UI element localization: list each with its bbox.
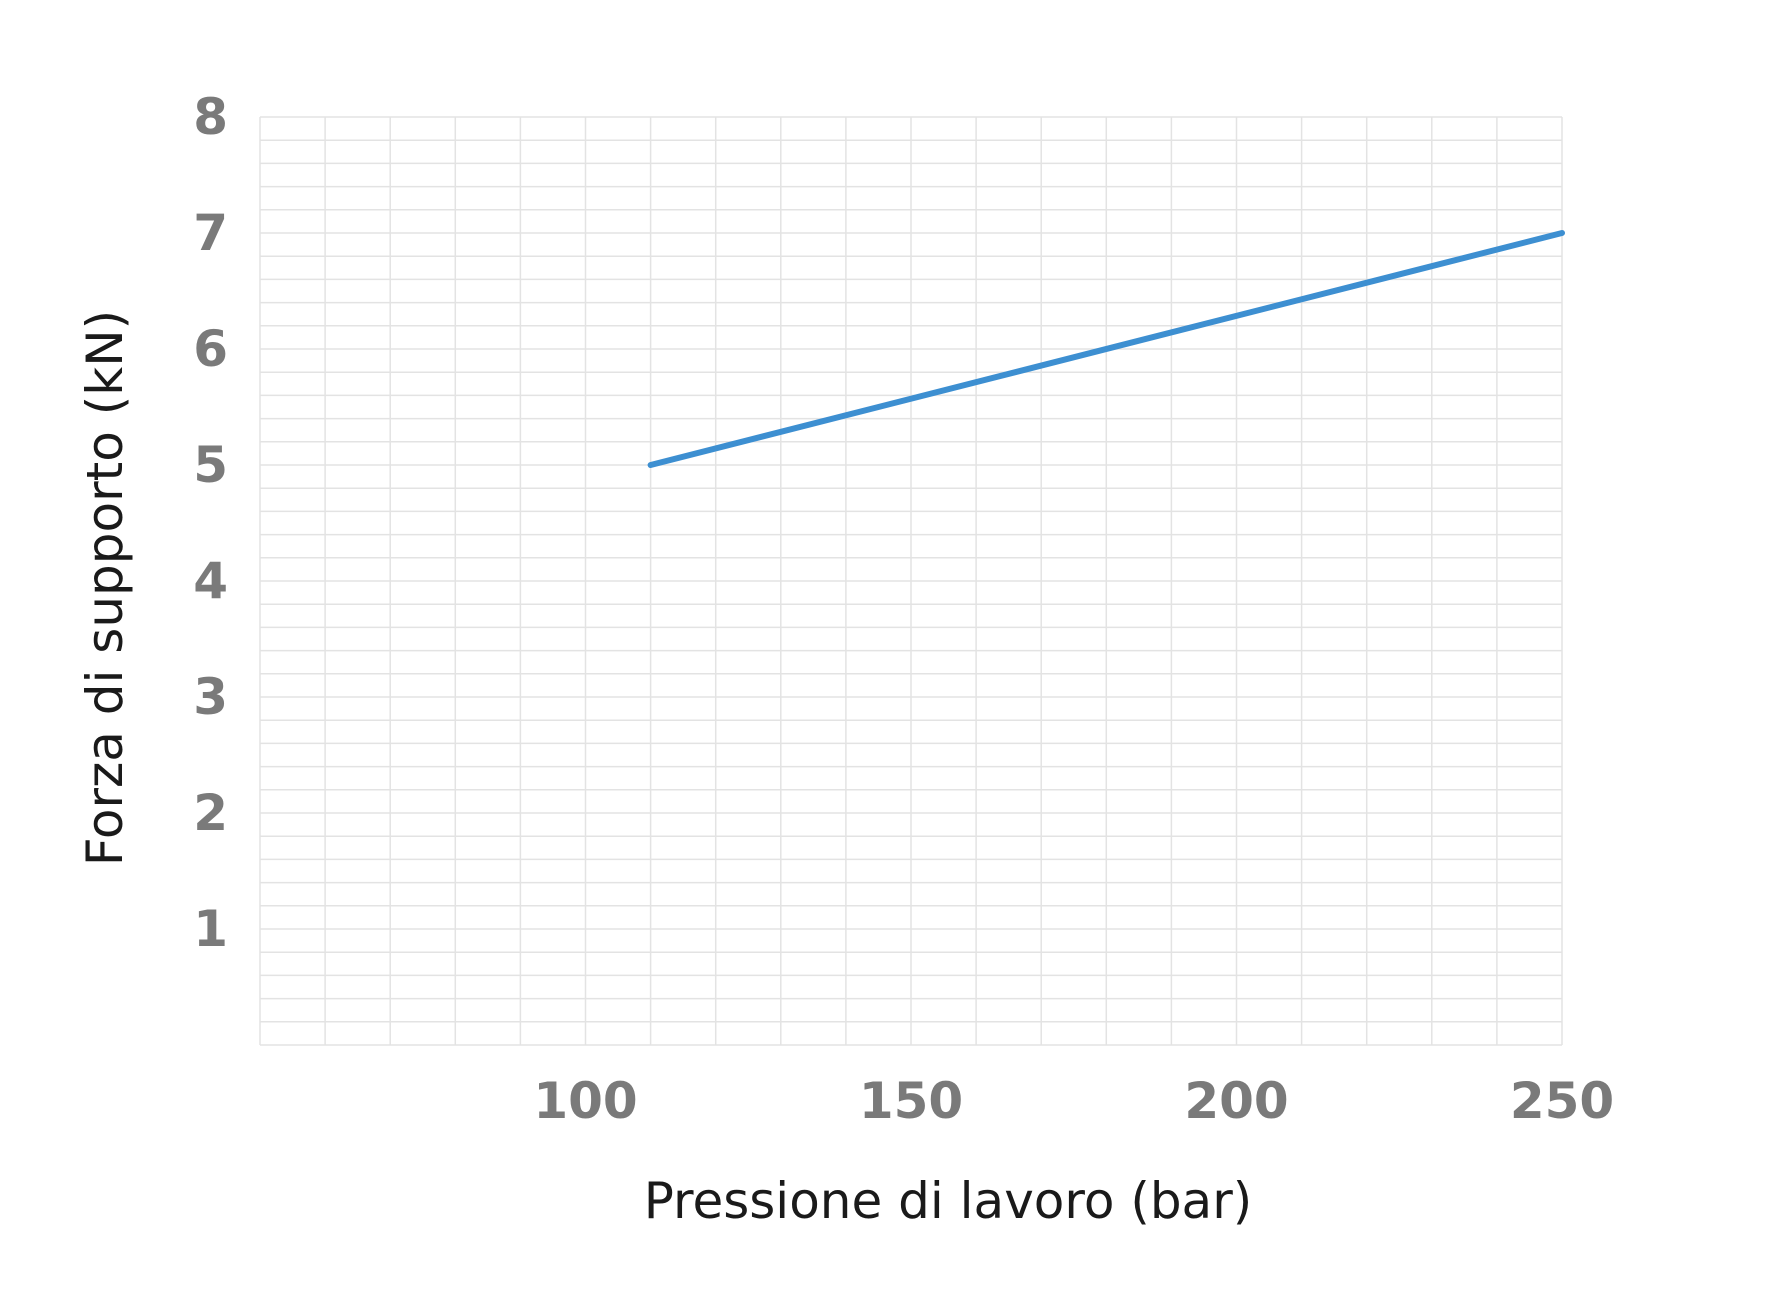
x-tick-label: 200: [1184, 1072, 1288, 1130]
grid: [259, 116, 1563, 1046]
y-tick-labels: 1 2 3 4 5 6 7 8: [193, 88, 228, 958]
y-tick-label: 7: [193, 204, 228, 262]
y-tick-label: 8: [193, 88, 228, 146]
x-tick-label: 100: [533, 1072, 637, 1130]
y-tick-label: 5: [193, 436, 228, 494]
x-tick-label: 250: [1510, 1072, 1614, 1130]
y-tick-label: 3: [193, 668, 228, 726]
y-tick-label: 1: [193, 900, 228, 958]
y-tick-label: 6: [193, 320, 228, 378]
series-group: [647, 230, 1565, 468]
y-tick-label: 4: [193, 552, 228, 610]
x-tick-labels: 100 150 200 250: [533, 1072, 1614, 1130]
series-line: [647, 230, 1565, 468]
y-tick-label: 2: [193, 784, 228, 842]
x-axis-title: Pressione di lavoro (bar): [644, 1172, 1253, 1230]
x-tick-label: 150: [859, 1072, 963, 1130]
y-axis-title: Forza di supporto (kN): [76, 310, 134, 866]
